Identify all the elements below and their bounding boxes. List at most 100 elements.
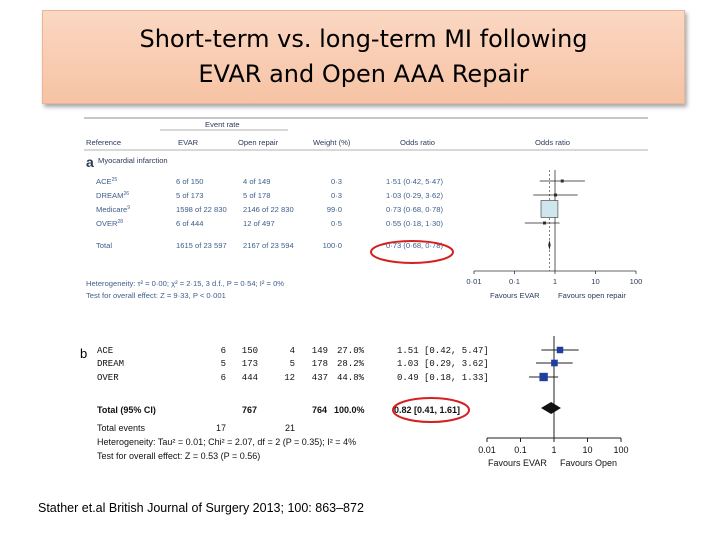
reference-header: Reference	[86, 138, 121, 147]
panel-a-study-name: Medicare9	[96, 205, 130, 214]
citation: Stather et.al British Journal of Surgery…	[38, 501, 364, 515]
panel-a-letter: a	[86, 154, 94, 170]
panel-b-heterogeneity: Heterogeneity: Tau² = 0.01; Chi² = 2.07,…	[97, 437, 356, 447]
or-plot-header: Odds ratio	[535, 138, 570, 147]
panel-a-subtitle: Myocardial infarction	[98, 156, 168, 165]
panel-b-evar-events: 6	[221, 373, 226, 383]
panel-a: Event rate Reference EVAR Open repair We…	[84, 117, 648, 300]
panel-a-total-label: Total	[96, 241, 112, 250]
panel-a-x-tick-label: 100	[630, 277, 643, 286]
panel-b-open-total: 149	[312, 346, 328, 356]
panel-a-evar-rate: 5 of 173	[176, 191, 203, 200]
panel-b-x-tick-label: 10	[582, 445, 592, 455]
panel-b-evar-events: 5	[221, 359, 226, 369]
panel-a-rows: ACE25 6 of 150 4 of 149 0·3 1·51 (0·42, 5·47…	[96, 177, 443, 250]
panel-a-open-rate: 5 of 178	[243, 191, 270, 200]
panel-a-x-tick-label: 0·01	[466, 277, 481, 286]
panel-a-evar-rate: 1598 of 22 830	[176, 205, 227, 214]
panel-a-x-tick-label: 0·1	[509, 277, 520, 286]
panel-b-x-tick-label: 100	[613, 445, 628, 455]
panel-b-or-text: 1.51 [0.42, 5.47]	[397, 346, 489, 356]
panel-b-plot: 0.01 0.1 1 10 100	[478, 336, 629, 455]
evar-header: EVAR	[178, 138, 199, 147]
open-header: Open repair	[238, 138, 279, 147]
panel-b-study-name: ACE	[97, 346, 113, 356]
panel-a-point-marker	[560, 179, 564, 183]
panel-b-favours-right: Favours Open	[560, 458, 617, 468]
panel-b-favours-left: Favours EVAR	[488, 458, 547, 468]
panel-a-point-marker	[554, 193, 558, 197]
panel-a-study-name: OVER28	[96, 219, 123, 228]
panel-a-study-name: DREAM26	[96, 191, 129, 200]
panel-a-weight: 0·5	[331, 219, 342, 228]
event-rate-header: Event rate	[205, 120, 240, 129]
panel-b-point-marker	[556, 346, 564, 354]
panel-a-point-marker	[542, 221, 546, 225]
panel-a-point-marker	[540, 200, 559, 218]
panel-a-open-rate: 12 of 497	[243, 219, 275, 228]
panel-b-total-label: Total (95% CI)	[97, 405, 156, 415]
panel-a-evar-rate: 6 of 444	[176, 219, 203, 228]
panel-a-weight: 0·3	[331, 191, 342, 200]
panel-a-or-text: 1·51 (0·42, 5·47)	[386, 177, 443, 186]
panel-b-x-tick-label: 0.1	[514, 445, 527, 455]
panel-b-point-marker	[551, 359, 558, 367]
slide-title: Short-term vs. long-term MI following EVA…	[139, 25, 588, 88]
panel-b-evar-events: 6	[221, 346, 226, 356]
panel-b-total-events-evar: 17	[216, 423, 226, 433]
or-col-header: Odds ratio	[400, 138, 435, 147]
panel-a-x-tick-label: 1	[553, 277, 557, 286]
panel-b-open-events: 4	[290, 346, 295, 356]
panel-a-x-tick-label: 10	[591, 277, 599, 286]
panel-a-open-rate: 4 of 149	[243, 177, 270, 186]
panel-b-open-total: 178	[312, 359, 328, 369]
panel-b-evar-total: 173	[242, 359, 258, 369]
panel-a-or-text: 1·03 (0·29, 3·62)	[386, 191, 443, 200]
panel-a-heterogeneity: Heterogeneity: τ² = 0·00; χ² = 2·15, 3 d…	[86, 279, 284, 288]
panel-b-open-events: 5	[290, 359, 295, 369]
panel-b: b ACE 6 150 4 149 27.0% 1.51 [0.42, 5.47] DREAM…	[80, 336, 629, 468]
panel-b-open-events: 12	[284, 373, 295, 383]
panel-b-x-tick-label: 0.01	[478, 445, 496, 455]
panel-a-favours-right: Favours open repair	[558, 291, 626, 300]
panel-b-x-tick-label: 1	[551, 445, 556, 455]
panel-b-total-evar: 767	[242, 405, 257, 415]
panel-b-total-events-open: 21	[285, 423, 295, 433]
panel-a-overall-effect: Test for overall effect: Z = 9·33, P < 0…	[86, 291, 226, 300]
panel-b-or-text: 0.49 [0.18, 1.33]	[397, 373, 489, 383]
panel-a-or-text: 0·73 (0·68, 0·78)	[386, 205, 443, 214]
panel-a-total-or: 0·73 (0·68, 0·78)	[386, 241, 443, 250]
panel-b-evar-total: 444	[242, 373, 258, 383]
panel-a-weight: 99·0	[327, 205, 342, 214]
panel-b-rows: ACE 6 150 4 149 27.0% 1.51 [0.42, 5.47] DREAM 5 1…	[97, 346, 489, 383]
panel-a-plot: 0·01 0·1 1 10 100	[466, 170, 642, 286]
panel-b-total-weight: 100.0%	[334, 405, 365, 415]
panel-a-weight: 0·3	[331, 177, 342, 186]
panel-b-total-or: 0.82 [0.41, 1.61]	[394, 405, 460, 415]
panel-b-weight: 27.0%	[337, 346, 365, 356]
panel-a-total-weight: 100·0	[323, 241, 342, 250]
panel-b-pooled-diamond	[541, 402, 561, 414]
panel-a-study-name: ACE25	[96, 177, 117, 186]
panel-a-total-open: 2167 of 23 594	[243, 241, 294, 250]
panel-a-total-evar: 1615 of 23 597	[176, 241, 227, 250]
slide-title-box: Short-term vs. long-term MI following EVA…	[42, 10, 685, 104]
panel-a-favours-left: Favours EVAR	[490, 291, 540, 300]
panel-b-letter: b	[80, 346, 87, 361]
panel-b-total-events-label: Total events	[97, 423, 146, 433]
panel-b-study-name: DREAM	[97, 359, 124, 369]
panel-b-point-marker	[539, 372, 548, 382]
panel-b-overall-effect: Test for overall effect: Z = 0.53 (P = 0…	[97, 451, 260, 461]
panel-a-total-highlight	[370, 240, 454, 264]
panel-a-pooled-diamond	[548, 240, 551, 250]
panel-b-weight: 28.2%	[337, 359, 365, 369]
panel-b-or-text: 1.03 [0.29, 3.62]	[397, 359, 489, 369]
panel-a-evar-rate: 6 of 150	[176, 177, 203, 186]
panel-b-evar-total: 150	[242, 346, 258, 356]
panel-a-open-rate: 2146 of 22 830	[243, 205, 294, 214]
panel-b-total-highlight	[392, 397, 470, 423]
panel-b-study-name: OVER	[97, 373, 119, 383]
panel-b-total-open: 764	[312, 405, 327, 415]
weight-header: Weight (%)	[313, 138, 351, 147]
